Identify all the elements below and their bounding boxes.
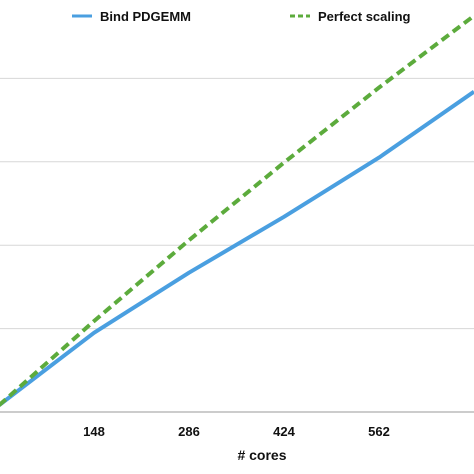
series-line-bind-pdgemm xyxy=(0,90,474,407)
x-tick-label: 562 xyxy=(368,424,390,439)
legend-label: Bind PDGEMM xyxy=(100,9,191,24)
series-lines xyxy=(0,14,474,407)
x-axis-title: # cores xyxy=(237,447,286,463)
legend-label: Perfect scaling xyxy=(318,9,411,24)
series-line-perfect-scaling xyxy=(0,14,474,407)
legend: Bind PDGEMM Perfect scaling xyxy=(72,9,411,24)
x-tick-label: 148 xyxy=(83,424,105,439)
x-tick-label: 424 xyxy=(273,424,295,439)
x-tick-label: 286 xyxy=(178,424,200,439)
x-tick-labels: 148 286 424 562 xyxy=(83,424,390,439)
